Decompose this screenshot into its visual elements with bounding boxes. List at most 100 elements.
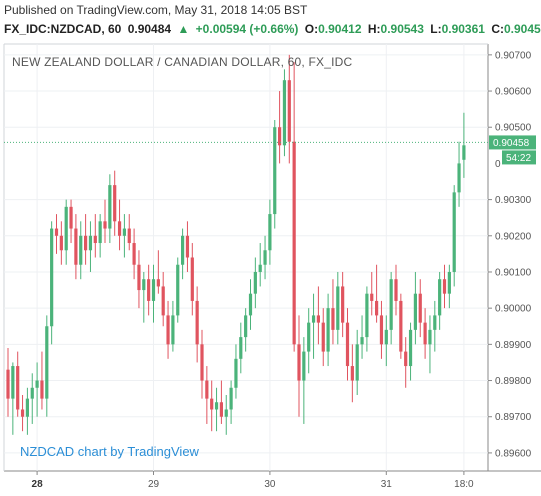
candle-body <box>214 402 219 410</box>
candle-body <box>93 235 97 244</box>
candle-body <box>389 279 393 330</box>
grid-lines <box>3 43 541 472</box>
y-tick-label: 0.90000 <box>495 304 532 315</box>
candle-body <box>278 127 282 146</box>
candle-body <box>59 235 63 251</box>
candle-body <box>122 228 126 236</box>
candle-body <box>185 235 190 258</box>
candle-body <box>345 322 350 367</box>
candle-body <box>418 293 422 323</box>
candle-body <box>45 326 49 399</box>
y-tick-label: 0.89600 <box>495 448 532 459</box>
candle-body <box>195 300 199 345</box>
candle-body <box>438 279 442 316</box>
candle-body <box>408 329 413 367</box>
x-tick-label: 29 <box>148 479 160 490</box>
candle-body <box>307 322 311 352</box>
candle-body <box>98 221 102 244</box>
candle-body <box>350 366 354 381</box>
candle-body <box>142 279 146 291</box>
candle-body <box>423 322 427 345</box>
x-tick-label: 28 <box>32 479 44 490</box>
candle-body <box>263 250 267 265</box>
plot-area <box>4 44 488 471</box>
symbol-status-bar: FX_IDC:NZDCAD, 60 0.90484 ▲ +0.00594 (+0… <box>4 22 541 36</box>
y-tick-label: 0.90200 <box>495 231 532 242</box>
candle-body <box>287 80 291 142</box>
candle-body <box>292 141 296 345</box>
y-tick-label: 0.90500 <box>495 123 532 134</box>
y-tick-label: 0.90300 <box>495 195 532 206</box>
candle-body <box>108 185 112 229</box>
candle-body <box>360 337 364 345</box>
candle-body <box>210 398 214 410</box>
candle-body <box>428 329 432 345</box>
open-value: 0.90412 <box>318 22 362 36</box>
candle-body <box>447 271 451 294</box>
candle-body <box>205 380 209 399</box>
candle-body <box>151 279 156 301</box>
candle-body <box>181 235 185 265</box>
countdown-value: 54:22 <box>506 153 531 164</box>
high-label: H: <box>367 22 381 36</box>
candle-body <box>341 286 345 323</box>
watermark: NZDCAD chart by TradingView <box>20 444 200 459</box>
y-tick-label-partial: 0 <box>495 159 501 170</box>
current-price-tag <box>489 135 536 150</box>
chart-title: NEW ZEALAND DOLLAR / CANADIAN DOLLAR, 60… <box>12 55 352 69</box>
candle-body <box>452 192 456 272</box>
candle-body <box>30 387 34 399</box>
candle-body <box>11 366 15 399</box>
candle-body <box>355 344 359 381</box>
candle-body <box>88 235 93 251</box>
candle-body <box>302 351 306 381</box>
candle-body <box>321 322 325 352</box>
x-tick-label: 18:0 <box>454 479 474 490</box>
candle-body <box>365 293 369 338</box>
up-arrow-icon: ▲ <box>177 22 190 36</box>
low-value: 0.90361 <box>441 22 485 36</box>
x-tick-label: 30 <box>264 479 276 490</box>
candle-body <box>433 315 437 330</box>
candle-body <box>297 344 301 381</box>
candle-body <box>79 235 83 265</box>
candle-body <box>40 380 44 399</box>
high-value: 0.90543 <box>380 22 424 36</box>
candle-body <box>166 315 170 345</box>
candle-body <box>127 228 131 244</box>
current-price-value: 0.90458 <box>493 138 530 149</box>
candle-body <box>161 286 165 316</box>
candle-body <box>171 315 175 345</box>
candle-body <box>462 145 466 160</box>
y-tick-label: 0.89700 <box>495 412 532 423</box>
candle-body <box>331 308 335 330</box>
candle-body <box>326 308 330 352</box>
candle-body <box>394 279 398 301</box>
candle-body <box>375 300 379 316</box>
candle-body <box>224 409 228 417</box>
candle-body <box>229 387 233 410</box>
candle-body <box>176 264 180 316</box>
time-axis[interactable]: 28 29 30 31 18:0 <box>32 471 475 490</box>
candle-body <box>442 279 447 294</box>
candle-body <box>404 351 408 367</box>
candle-body <box>336 286 340 330</box>
candle-body <box>50 228 54 327</box>
candle-body <box>379 315 384 345</box>
close-value: 0.9045 <box>503 22 541 36</box>
candle-body <box>35 380 39 388</box>
candle-body <box>244 315 248 338</box>
candle-body <box>117 221 122 236</box>
price-axis[interactable]: 0.90700 0.90600 0.90500 0.90300 0.90200 0.901… <box>488 50 536 459</box>
candle-body <box>282 80 287 146</box>
candle-body <box>84 235 88 251</box>
symbol-label: FX_IDC:NZDCAD, 60 <box>4 22 122 36</box>
low-label: L: <box>430 22 442 36</box>
candles <box>6 54 466 435</box>
close-label: C: <box>491 22 504 36</box>
y-tick-label: 0.89900 <box>495 340 532 351</box>
candle-body <box>74 228 78 265</box>
candle-body <box>384 329 388 345</box>
